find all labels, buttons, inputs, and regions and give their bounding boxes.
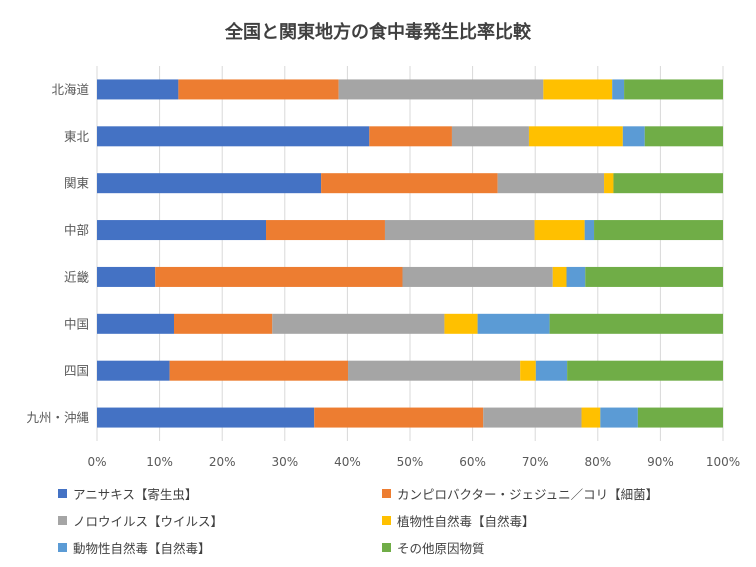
category-label: 東北 [64, 129, 90, 144]
bar-segment [520, 360, 536, 381]
bar-segment [612, 79, 625, 100]
bar-segment [534, 220, 585, 241]
legend-item: カンピロバクター・ジェジュニ／コリ【細菌】 [382, 483, 712, 503]
bar-segment [543, 79, 613, 100]
x-tick-label: 30% [271, 455, 298, 469]
x-tick-label: 40% [334, 455, 361, 469]
bar-segment [644, 126, 723, 147]
bar-segment [585, 266, 723, 287]
bar-segment [483, 407, 582, 428]
bar-segment [173, 313, 273, 334]
x-axis-ticks: 0% 10% 20% 30% 40% 50% 60% 70% 80% 90% 100% [87, 455, 740, 469]
legend: アニサキス【寄生虫】 カンピロバクター・ジェジュニ／コリ【細菌】ノロウイルス【ウイ… [58, 483, 738, 557]
x-tick-label: 60% [459, 455, 486, 469]
x-tick-label: 20% [209, 455, 236, 469]
bar-segment [97, 266, 156, 287]
bar-segment [622, 126, 645, 147]
bar-segment [637, 407, 723, 428]
legend-item: ノロウイルス【ウイルス】 [58, 510, 382, 530]
legend-label: カンピロバクター・ジェジュニ／コリ【細菌】 [397, 486, 659, 502]
bar-segment [567, 360, 723, 381]
bar-segment [97, 313, 174, 334]
bar-segment [444, 313, 478, 334]
x-tick-label: 70% [522, 455, 549, 469]
bar-segment [549, 313, 723, 334]
bar-segment [552, 266, 567, 287]
bars [97, 79, 723, 428]
x-tick-label: 90% [647, 455, 674, 469]
legend-swatch [382, 515, 391, 525]
x-tick-label: 10% [146, 455, 173, 469]
x-tick-label: 50% [397, 455, 424, 469]
bar-segment [613, 173, 723, 194]
bar-segment [321, 173, 498, 194]
category-label: 関東 [64, 176, 90, 191]
bar-segment [272, 313, 445, 334]
legend-swatch [382, 542, 391, 552]
bar-segment [314, 407, 484, 428]
bar-segment [600, 407, 638, 428]
category-label: 四国 [64, 363, 89, 378]
category-label: 中国 [64, 316, 89, 331]
category-label: 北海道 [51, 82, 89, 97]
legend-swatch [58, 515, 67, 525]
category-label: 近畿 [64, 269, 90, 284]
bar-segment [451, 126, 529, 147]
legend-item: 動物性自然毒【自然毒】 [58, 537, 382, 557]
bar-segment [594, 220, 723, 241]
legend-swatch [58, 542, 67, 552]
legend-item: アニサキス【寄生虫】 [58, 483, 382, 503]
bar-segment [97, 126, 370, 147]
category-label: 中部 [64, 223, 89, 238]
bar-segment [566, 266, 586, 287]
bar-segment [155, 266, 403, 287]
bar-segment [581, 407, 601, 428]
legend-label: アニサキス【寄生虫】 [73, 486, 198, 502]
bar-segment [97, 79, 179, 100]
bar-segment [97, 360, 170, 381]
bar-segment [266, 220, 385, 241]
bar-segment [348, 360, 521, 381]
legend-swatch [382, 488, 391, 498]
bar-segment [169, 360, 349, 381]
legend-label: 植物性自然毒【自然毒】 [397, 513, 535, 529]
bar-segment [369, 126, 452, 147]
bar-segment [497, 173, 605, 194]
x-tick-label: 80% [584, 455, 611, 469]
bar-segment [178, 79, 339, 100]
legend-label: ノロウイルス【ウイルス】 [73, 513, 224, 529]
bar-segment [477, 313, 550, 334]
bar-segment [584, 220, 595, 241]
bar-segment [535, 360, 568, 381]
bar-segment [384, 220, 535, 241]
chart-title: 全国と関東地方の食中毒発生比率比較 [224, 21, 532, 43]
bar-segment [604, 173, 614, 194]
legend-label: その他原因物質 [397, 540, 485, 556]
bar-segment [624, 79, 723, 100]
gridlines [96, 66, 724, 441]
x-tick-label: 100% [706, 455, 740, 469]
bar-segment [528, 126, 623, 147]
bar-segment [97, 173, 322, 194]
category-label: 九州・沖縄 [26, 410, 89, 425]
legend-swatch [58, 488, 67, 498]
legend-label: 動物性自然毒【自然毒】 [73, 540, 211, 556]
bar-segment [338, 79, 544, 100]
bar-segment [97, 220, 267, 241]
x-tick-label: 0% [87, 455, 106, 469]
bar-segment [402, 266, 553, 287]
legend-item: その他原因物質 [382, 537, 712, 557]
bar-segment [97, 407, 315, 428]
legend-item: 植物性自然毒【自然毒】 [382, 510, 712, 530]
